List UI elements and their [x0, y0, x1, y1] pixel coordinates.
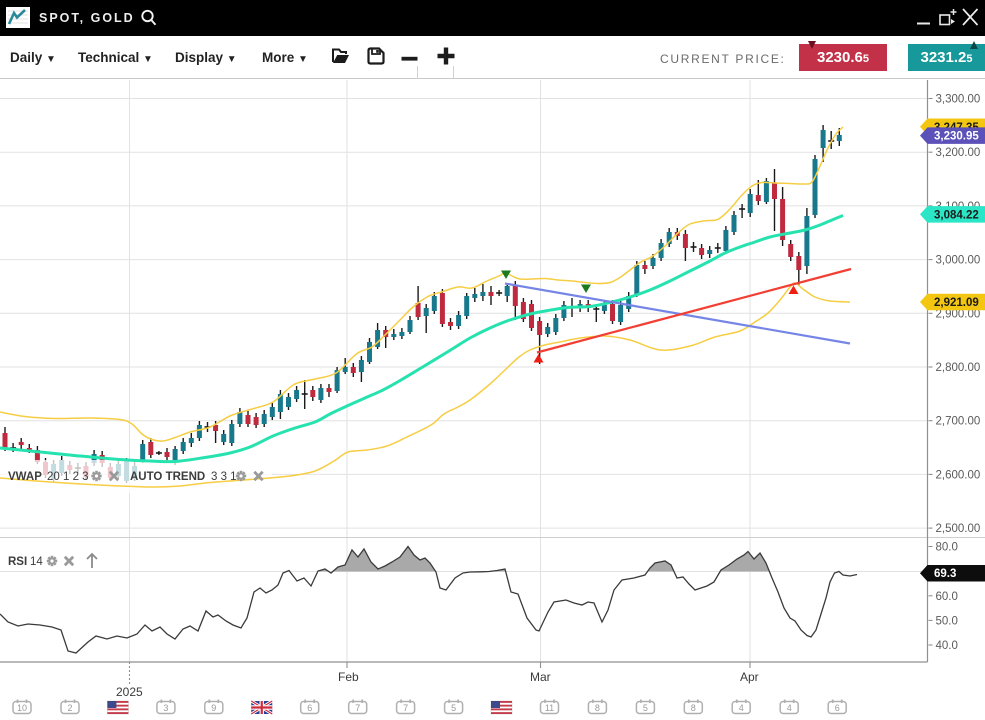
svg-text:3,000.00: 3,000.00: [936, 255, 981, 267]
svg-text:9: 9: [211, 703, 216, 713]
svg-text:10: 10: [17, 703, 27, 713]
svg-text:RSI: RSI: [8, 556, 27, 568]
svg-text:2,600.00: 2,600.00: [936, 469, 981, 481]
svg-text:3,200.00: 3,200.00: [936, 147, 981, 159]
svg-text:4: 4: [787, 703, 792, 713]
svg-text:7: 7: [355, 703, 360, 713]
svg-text:3: 3: [163, 703, 168, 713]
svg-text:3,084.22: 3,084.22: [934, 209, 979, 221]
svg-text:2,800.00: 2,800.00: [936, 362, 981, 374]
svg-text:6: 6: [307, 703, 312, 713]
svg-text:Mar: Mar: [530, 670, 551, 684]
svg-text:3 3 1: 3 3 1: [211, 471, 237, 483]
svg-text:4: 4: [739, 703, 744, 713]
svg-text:2,500.00: 2,500.00: [936, 523, 981, 535]
svg-text:60.0: 60.0: [936, 591, 958, 603]
svg-text:80.0: 80.0: [936, 542, 958, 554]
svg-text:3,230.95: 3,230.95: [934, 131, 979, 143]
svg-text:40.0: 40.0: [936, 640, 958, 652]
svg-text:2,700.00: 2,700.00: [936, 416, 981, 428]
svg-text:8: 8: [691, 703, 696, 713]
svg-text:50.0: 50.0: [936, 615, 958, 627]
svg-text:5: 5: [643, 703, 648, 713]
svg-text:VWAP: VWAP: [8, 471, 42, 483]
svg-text:AUTO TREND: AUTO TREND: [130, 471, 205, 483]
svg-text:11: 11: [545, 703, 554, 713]
svg-text:14: 14: [30, 556, 43, 568]
svg-text:2025: 2025: [116, 685, 143, 699]
svg-text:5: 5: [451, 703, 456, 713]
svg-text:Apr: Apr: [740, 670, 759, 684]
svg-text:8: 8: [595, 703, 600, 713]
svg-text:3,300.00: 3,300.00: [936, 94, 981, 106]
svg-text:2: 2: [67, 703, 72, 713]
svg-text:2,921.09: 2,921.09: [934, 297, 979, 309]
svg-text:69.3: 69.3: [934, 568, 956, 580]
svg-text:6: 6: [835, 703, 840, 713]
svg-text:2,900.00: 2,900.00: [936, 308, 981, 320]
svg-text:20 1 2 3: 20 1 2 3: [47, 471, 89, 483]
svg-text:Feb: Feb: [338, 670, 359, 684]
svg-text:7: 7: [403, 703, 408, 713]
